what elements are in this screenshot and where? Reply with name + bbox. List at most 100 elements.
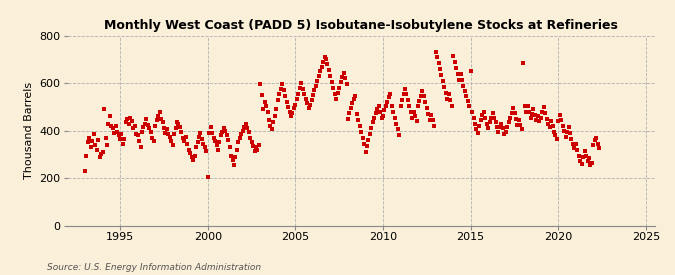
Point: [340, 76, 350, 81]
Point: [391, 121, 402, 126]
Point: [234, 136, 245, 140]
Point: [155, 117, 166, 121]
Point: [190, 145, 201, 149]
Text: Source: U.S. Energy Information Administration: Source: U.S. Energy Information Administ…: [47, 263, 261, 272]
Point: [88, 132, 99, 136]
Point: [284, 109, 295, 114]
Point: [395, 103, 406, 108]
Point: [167, 143, 178, 147]
Point: [332, 90, 343, 95]
Point: [113, 133, 124, 138]
Point: [263, 109, 273, 114]
Point: [308, 93, 319, 97]
Point: [412, 103, 423, 108]
Point: [229, 163, 240, 167]
Point: [554, 113, 565, 117]
Point: [479, 109, 489, 114]
Point: [402, 98, 413, 102]
Point: [439, 84, 450, 89]
Point: [379, 108, 390, 113]
Point: [179, 139, 190, 144]
Point: [526, 112, 537, 116]
Point: [116, 132, 127, 136]
Point: [446, 103, 457, 108]
Point: [407, 116, 418, 120]
Point: [574, 153, 585, 158]
Point: [543, 121, 554, 126]
Point: [425, 118, 435, 122]
Point: [386, 103, 397, 108]
Point: [275, 87, 286, 91]
Point: [159, 126, 169, 130]
Point: [559, 128, 570, 133]
Point: [274, 92, 285, 96]
Point: [509, 111, 520, 115]
Point: [207, 131, 217, 135]
Point: [255, 82, 266, 87]
Point: [300, 97, 311, 101]
Point: [221, 133, 232, 138]
Point: [493, 130, 504, 134]
Point: [105, 114, 115, 119]
Point: [250, 145, 261, 149]
Point: [317, 64, 327, 69]
Point: [410, 114, 421, 119]
Point: [302, 101, 313, 106]
Point: [397, 98, 408, 102]
Point: [401, 92, 412, 96]
Point: [375, 109, 385, 114]
Point: [107, 126, 118, 130]
Point: [313, 74, 324, 78]
Point: [271, 107, 282, 111]
Point: [347, 101, 358, 106]
Point: [426, 113, 437, 117]
Point: [461, 94, 472, 98]
Point: [142, 122, 153, 127]
Point: [440, 90, 451, 95]
Point: [81, 153, 92, 158]
Point: [429, 124, 439, 128]
Point: [423, 112, 433, 116]
Point: [223, 138, 234, 142]
Point: [328, 86, 339, 90]
Point: [421, 106, 432, 110]
Point: [213, 147, 223, 152]
Point: [471, 127, 482, 132]
Point: [134, 139, 144, 144]
Point: [589, 138, 600, 142]
Point: [289, 106, 300, 110]
Point: [442, 97, 453, 101]
Point: [372, 107, 383, 111]
Point: [510, 117, 521, 121]
Point: [119, 137, 130, 141]
Point: [405, 109, 416, 114]
Point: [243, 130, 254, 134]
Point: [587, 160, 597, 165]
Point: [452, 72, 463, 76]
Point: [381, 103, 392, 108]
Point: [249, 148, 260, 153]
Point: [258, 107, 269, 111]
Point: [298, 87, 308, 91]
Point: [508, 106, 518, 110]
Point: [92, 138, 103, 142]
Point: [145, 130, 156, 134]
Point: [325, 74, 336, 78]
Point: [202, 175, 213, 179]
Point: [465, 69, 476, 73]
Point: [531, 118, 542, 122]
Point: [163, 132, 173, 136]
Point: [544, 125, 555, 129]
Point: [504, 120, 514, 125]
Point: [373, 103, 384, 108]
Point: [252, 147, 263, 152]
Point: [418, 94, 429, 98]
Point: [201, 148, 212, 153]
Point: [84, 136, 95, 140]
Point: [490, 120, 501, 125]
Point: [477, 113, 488, 117]
Point: [350, 94, 360, 98]
Point: [280, 94, 291, 98]
Point: [86, 145, 97, 149]
Point: [487, 111, 498, 115]
